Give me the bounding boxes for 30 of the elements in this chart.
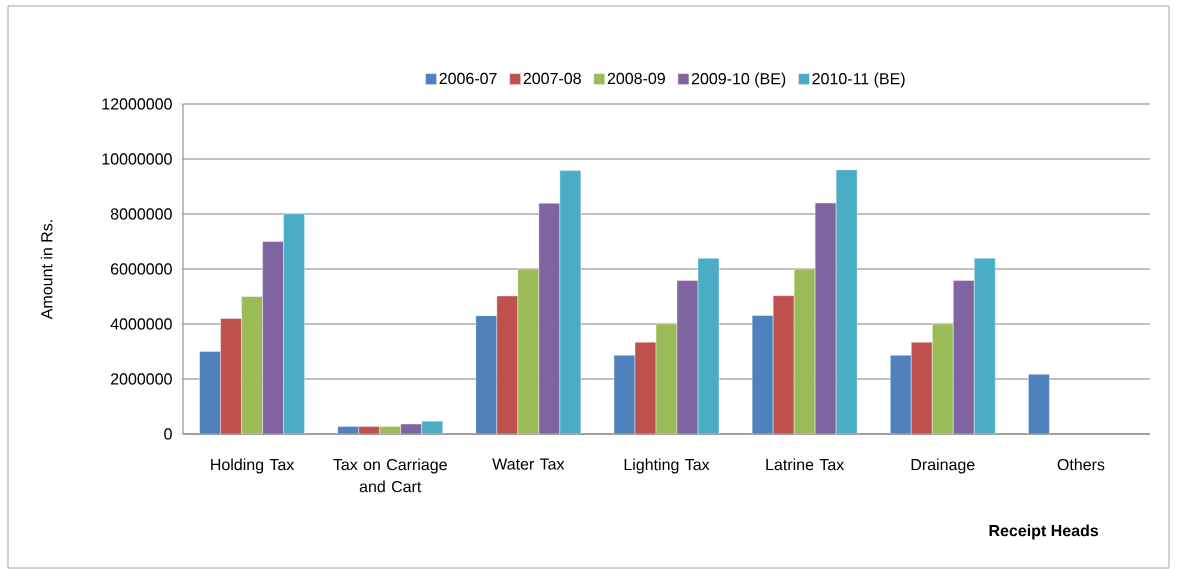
bar [1028, 374, 1050, 434]
bar [835, 169, 858, 434]
y-tick-label: 6000000 [111, 263, 172, 275]
x-tick-label: Latrine Tax [766, 458, 845, 471]
x-tick-label: Tax on Carriage and Cart [333, 458, 447, 493]
y-tick-label: 12000000 [102, 98, 172, 110]
x-tick-label: Lighting Tax [624, 458, 710, 474]
bar [772, 295, 795, 434]
bar [974, 258, 996, 434]
x-tick-label: Drainage [911, 458, 975, 474]
legend-label: 2008-09 [607, 72, 665, 85]
y-tick-label: 0 [164, 428, 172, 440]
y-tick-label: 8000000 [110, 208, 172, 220]
y-tick-label: 4000000 [110, 318, 172, 330]
x-tick-label: Holding Tax [211, 458, 295, 474]
legend-label: 2007-08 [523, 72, 581, 85]
legend-label: 2006-07 [439, 72, 497, 85]
bar [283, 213, 305, 434]
legend-label: 2010-11 (BE) [812, 72, 905, 88]
bar [697, 258, 720, 434]
y-tick-label: 10000000 [102, 153, 172, 165]
bar [911, 341, 933, 434]
x-tick-label: Others [1057, 458, 1105, 471]
y-axis-title: Amount in Rs. [40, 220, 53, 320]
x-tick-label: Water Tax [492, 458, 565, 470]
legend-label: 2009-10 (BE) [691, 72, 786, 88]
bar [559, 170, 582, 434]
bar [220, 318, 242, 434]
y-tick-label: 2000000 [110, 373, 172, 385]
x-axis-title: Receipt Heads [989, 524, 1099, 540]
